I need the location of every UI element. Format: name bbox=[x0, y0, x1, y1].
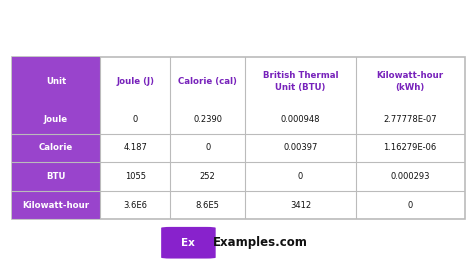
Text: 3412: 3412 bbox=[290, 201, 311, 210]
Text: British Thermal
Unit (BTU): British Thermal Unit (BTU) bbox=[263, 71, 338, 92]
Text: Ex: Ex bbox=[182, 238, 195, 248]
Bar bbox=[12, 162, 100, 191]
Text: 2.77778E-07: 2.77778E-07 bbox=[383, 115, 437, 124]
Text: 3.6E6: 3.6E6 bbox=[123, 201, 147, 210]
Text: 0.000948: 0.000948 bbox=[281, 115, 320, 124]
Bar bbox=[12, 191, 100, 219]
Text: 0.2390: 0.2390 bbox=[193, 115, 222, 124]
Text: Calorie (cal): Calorie (cal) bbox=[178, 77, 237, 86]
Text: 1055: 1055 bbox=[125, 172, 146, 181]
Text: Kilowatt-hour: Kilowatt-hour bbox=[22, 201, 90, 210]
Text: 0.00397: 0.00397 bbox=[283, 143, 318, 152]
Text: CONVERSION OF ENERGY UNITS: CONVERSION OF ENERGY UNITS bbox=[51, 17, 423, 37]
Text: Joule: Joule bbox=[44, 115, 68, 124]
Bar bbox=[12, 57, 100, 105]
Text: 0.000293: 0.000293 bbox=[391, 172, 430, 181]
FancyBboxPatch shape bbox=[161, 227, 216, 259]
Text: Unit: Unit bbox=[46, 77, 66, 86]
Text: Kilowatt-hour
(kWh): Kilowatt-hour (kWh) bbox=[377, 71, 444, 92]
Text: Calorie: Calorie bbox=[39, 143, 73, 152]
Text: 252: 252 bbox=[200, 172, 216, 181]
Text: 8.6E5: 8.6E5 bbox=[196, 201, 219, 210]
Text: 1.16279E-06: 1.16279E-06 bbox=[383, 143, 437, 152]
Text: Joule (J): Joule (J) bbox=[116, 77, 154, 86]
Bar bbox=[12, 134, 100, 162]
Text: 0: 0 bbox=[133, 115, 138, 124]
Text: 0: 0 bbox=[205, 143, 210, 152]
Text: 4.187: 4.187 bbox=[123, 143, 147, 152]
Text: Examples.com: Examples.com bbox=[213, 236, 308, 249]
Text: 0: 0 bbox=[408, 201, 413, 210]
Text: BTU: BTU bbox=[46, 172, 66, 181]
Text: 0: 0 bbox=[298, 172, 303, 181]
Bar bbox=[12, 105, 100, 134]
